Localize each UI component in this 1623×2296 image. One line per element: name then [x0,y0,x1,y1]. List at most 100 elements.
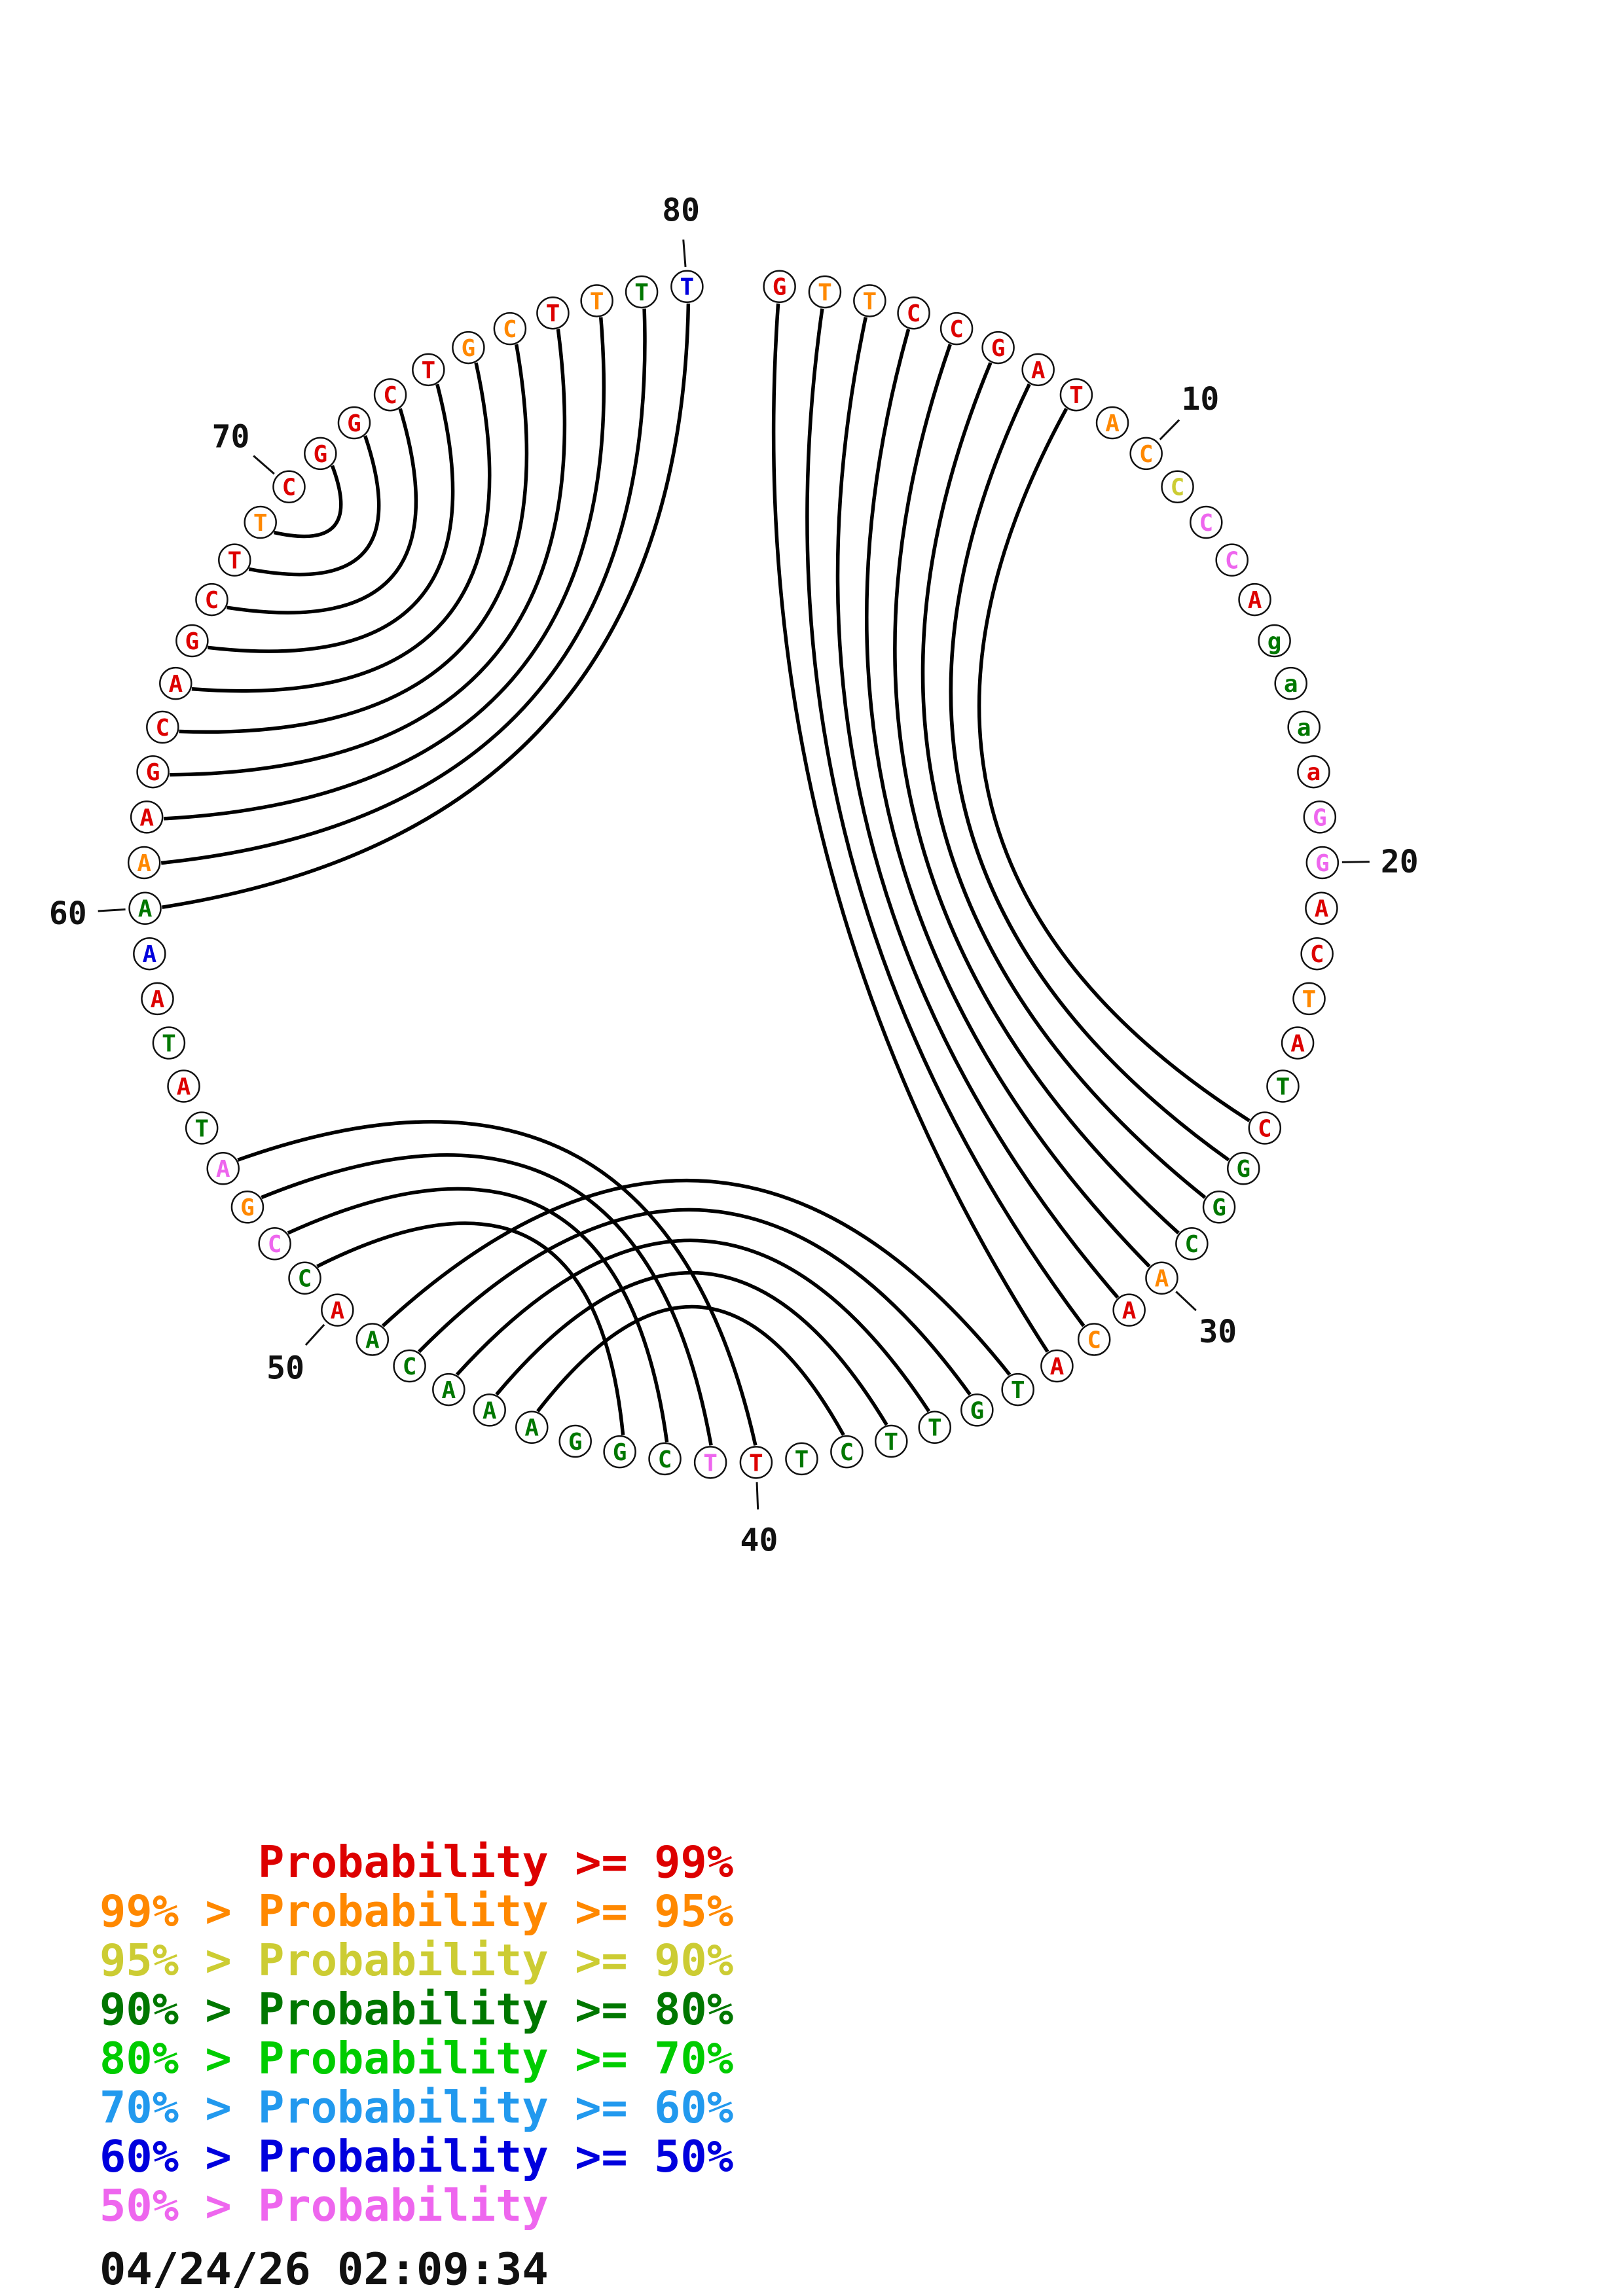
nucleotide-letter: G [1315,850,1330,877]
nucleotide-circle [1248,1111,1282,1145]
nucleotide-letter: T [1302,986,1317,1013]
base-pair-arc [536,1304,845,1436]
nucleotide-letter: C [1139,441,1154,468]
nucleotide-letter: T [1011,1377,1025,1404]
nucleotide-letter: A [1315,896,1329,923]
nucleotide: C [258,1227,291,1261]
nucleotide-letter: G [568,1429,583,1456]
nucleotide: A [128,891,162,925]
nucleotide: G [337,406,371,440]
nucleotide-circle [272,470,306,503]
base-pair-arc [455,1238,931,1412]
nucleotide: G [175,624,209,658]
nucleotide-circle [1095,406,1129,440]
base-pair-arc [227,408,418,615]
nucleotide-circle [244,505,277,539]
nucleotide-letter: A [1031,357,1046,384]
nucleotide: G [763,270,796,304]
nucleotide: G [136,755,170,789]
base-pair-arc [949,383,1230,1162]
nucleotide: C [1161,470,1194,503]
nucleotide: C [1190,505,1223,539]
base-pair-arc [163,317,606,821]
nucleotide-letter: C [1310,941,1324,968]
nucleotide: T [785,1442,818,1476]
nucleotide-circle [185,1111,219,1145]
base-pair-arc [921,362,1207,1199]
nucleotide-letter: A [1248,587,1262,614]
nucleotide-letter: G [1212,1194,1226,1221]
nucleotide-letter: G [773,274,787,301]
nucleotide-circle [175,624,209,658]
base-pair-arc [835,317,1120,1299]
nucleotide-circle [1297,755,1330,789]
nucleotide: T [625,275,659,309]
base-pair-arc [273,465,343,539]
nucleotide-circle [493,312,527,346]
nucleotide-letter: C [205,587,219,614]
nucleotide-circle [1274,666,1307,700]
position-label: 40 [740,1522,778,1559]
nucleotide-circle [808,275,842,309]
nucleotide-letter: A [1155,1266,1169,1293]
nucleotide-letter: a [1297,715,1311,742]
circle-plot: G T T CCGATACCCCAgaaaGGACTATCGGCAACATGTTCTT… [49,192,1419,1559]
nucleotide-letter: G [313,441,327,468]
base-pair-arc [381,1178,1012,1376]
nucleotide-circle [625,275,659,309]
nucleotide-circle [670,270,704,304]
nucleotide: T [670,270,704,304]
nucleotide: T [185,1111,219,1145]
nucleotide-circle [167,1069,200,1103]
legend-line: Probability >= 99% [100,1837,734,1888]
nucleotide-letter: G [185,628,200,655]
position-tick [253,455,275,475]
nucleotide-letter: G [613,1439,627,1466]
nucleotide-letter: C [658,1446,672,1473]
nucleotide-circle [515,1410,549,1444]
nucleotide-circle [146,710,179,744]
legend-line: 80% > Probability >= 70% [100,2033,734,2084]
nucleotide-circle [288,1261,321,1295]
nucleotide-letter: C [268,1231,282,1258]
timestamp: 04/24/26 02:09:34 [100,2244,549,2295]
nucleotide-letter: C [1199,510,1213,537]
nucleotide: G [1227,1152,1260,1185]
nucleotide-circle [1238,583,1271,617]
nucleotide-letter: T [194,1115,209,1142]
nucleotide-circle [875,1424,908,1458]
nucleotide-circle [1021,353,1055,387]
nucleotide: T [580,284,613,317]
nucleotide-circle [128,891,162,925]
nucleotide-circle [159,666,192,700]
nucleotide-letter: G [991,335,1006,362]
nucleotide-circle [1227,1152,1260,1185]
nucleotide-circle [337,406,371,440]
nucleotide-letter: T [590,288,604,315]
nucleotide-circle [127,846,161,880]
nucleotide-letter: T [634,279,649,306]
nucleotide-circle [412,353,445,387]
nucleotide-circle [648,1442,682,1476]
nucleotide: T [412,353,445,387]
nucleotide-circle [373,378,407,412]
nucleotide-letter: A [151,986,165,1013]
nucleotide: C [288,1261,321,1295]
nucleotide-letter: T [928,1415,942,1442]
nucleotide: C [939,312,974,346]
nucleotide: T [808,275,842,309]
nucleotide-letter: A [1050,1354,1065,1380]
nucleotide: A [432,1372,465,1407]
nucleotide-letter: A [365,1327,380,1354]
nucleotide-letter: T [162,1030,176,1057]
nucleotide-letter: T [421,357,435,384]
legend-line: 70% > Probability >= 60% [100,2082,734,2133]
base-pair-arc [865,329,1151,1268]
nucleotide-letter: a [1307,759,1321,786]
nucleotide: C [373,378,407,412]
nucleotide-letter: T [1069,382,1084,409]
nucleotide-circle [304,437,337,471]
nucleotide-circle [918,1410,951,1444]
nucleotide: A [133,937,166,971]
nucleotide: A [1145,1261,1178,1295]
